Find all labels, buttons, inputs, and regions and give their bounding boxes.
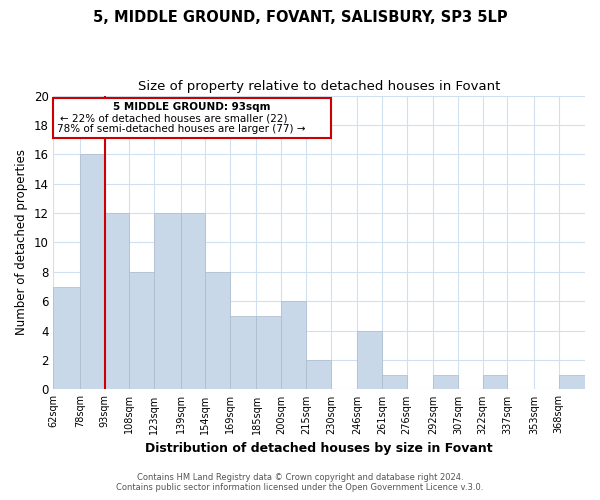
Bar xyxy=(205,272,230,390)
Bar xyxy=(433,374,458,390)
Text: ← 22% of detached houses are smaller (22): ← 22% of detached houses are smaller (22… xyxy=(60,113,287,123)
Bar xyxy=(382,374,407,390)
Bar xyxy=(154,213,181,390)
Bar xyxy=(281,302,306,390)
Title: Size of property relative to detached houses in Fovant: Size of property relative to detached ho… xyxy=(138,80,500,93)
Bar xyxy=(306,360,331,390)
Bar xyxy=(181,213,205,390)
Bar xyxy=(482,374,508,390)
FancyBboxPatch shape xyxy=(53,98,331,138)
Bar xyxy=(130,272,154,390)
Text: 78% of semi-detached houses are larger (77) →: 78% of semi-detached houses are larger (… xyxy=(57,124,305,134)
Bar xyxy=(104,213,130,390)
Bar xyxy=(256,316,281,390)
Bar xyxy=(357,330,382,390)
Text: 5, MIDDLE GROUND, FOVANT, SALISBURY, SP3 5LP: 5, MIDDLE GROUND, FOVANT, SALISBURY, SP3… xyxy=(92,10,508,25)
Bar xyxy=(80,154,104,390)
Bar xyxy=(53,286,80,390)
Text: 5 MIDDLE GROUND: 93sqm: 5 MIDDLE GROUND: 93sqm xyxy=(113,102,271,112)
Y-axis label: Number of detached properties: Number of detached properties xyxy=(15,150,28,336)
Bar xyxy=(230,316,256,390)
X-axis label: Distribution of detached houses by size in Fovant: Distribution of detached houses by size … xyxy=(145,442,493,455)
Text: Contains HM Land Registry data © Crown copyright and database right 2024.
Contai: Contains HM Land Registry data © Crown c… xyxy=(116,473,484,492)
Bar xyxy=(559,374,585,390)
